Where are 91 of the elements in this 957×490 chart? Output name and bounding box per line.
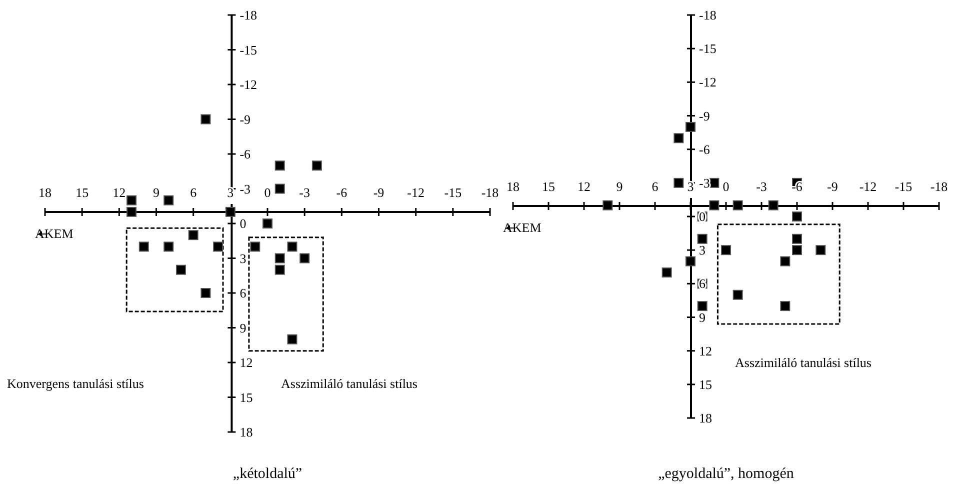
point (792, 245, 802, 256)
point (686, 122, 696, 132)
x-tick-label: 12 (112, 185, 126, 200)
point (126, 195, 137, 206)
point (274, 160, 285, 171)
x-tick-label: -18 (930, 179, 948, 194)
x-tick-label: 12 (578, 179, 590, 194)
annotation: Asszimiláló tanulási stílus (281, 376, 418, 391)
point (792, 234, 802, 244)
x-tick-label: 6 (652, 179, 659, 194)
y-tick-label: 3 (699, 242, 706, 258)
point (732, 200, 743, 210)
y-tick-label: 12 (699, 343, 712, 358)
x-tick-label: -15 (894, 179, 912, 194)
y-tick-label: -6 (699, 142, 710, 157)
point (176, 264, 186, 275)
y-tick-label: 0 (240, 216, 246, 231)
y-tick-label: -6 (240, 146, 252, 162)
point (768, 200, 778, 210)
point (126, 206, 137, 217)
y-tick-label: 15 (240, 390, 253, 405)
point (732, 290, 743, 300)
x-tick-label: 0 (264, 185, 271, 200)
x-tick-label: -12 (859, 179, 877, 194)
point (662, 267, 672, 278)
x-tick-label: -6 (336, 185, 348, 200)
point (250, 242, 260, 252)
y-tick-label: 18 (240, 424, 253, 440)
point (300, 253, 310, 264)
point (780, 301, 790, 312)
x-tick-label: -9 (827, 179, 838, 194)
point (780, 256, 790, 266)
point (274, 253, 285, 264)
y-tick-label: -9 (240, 112, 251, 127)
point (213, 242, 224, 252)
point (686, 256, 696, 266)
y-tick-label: -9 (699, 108, 710, 124)
y-tick-label: 6 (240, 286, 247, 300)
x-tick-label: 3 (687, 179, 694, 194)
x-tick-label: 15 (542, 179, 555, 194)
annotation: Konvergens tanulási stílus (7, 376, 144, 391)
point (188, 230, 198, 240)
point (225, 206, 236, 217)
y-tick-label: 9 (240, 320, 246, 336)
point (792, 212, 802, 222)
point (602, 200, 613, 210)
y-tick-label: 15 (699, 376, 712, 392)
point (262, 218, 272, 228)
x-tick-label: -3 (756, 179, 767, 194)
point (816, 245, 826, 256)
point (697, 234, 708, 244)
y-tick-label: 3 (240, 250, 246, 266)
point (274, 184, 285, 194)
annotation: Asszimiláló tanulási stílus (735, 355, 872, 370)
x-tick-label: 18 (506, 179, 520, 194)
y-tick-label: 18 (699, 410, 712, 426)
y-tick-label: -15 (240, 42, 258, 58)
point (697, 301, 708, 312)
point (287, 242, 298, 252)
point (200, 288, 211, 298)
text: „kétoldalú” (232, 466, 302, 482)
x-tick-label: -18 (481, 185, 499, 200)
y-tick-label: -12 (699, 74, 716, 90)
x-tick-label: 9 (153, 185, 160, 200)
point (274, 264, 285, 275)
x-tick-label: 0 (722, 179, 730, 194)
point (709, 200, 720, 210)
point (287, 334, 298, 344)
x-tick-label: -12 (407, 185, 425, 200)
point (674, 133, 684, 144)
x-tick-label: -9 (373, 185, 384, 200)
x-tick-label: 6 (190, 185, 198, 200)
x-tick-label: -15 (444, 185, 462, 200)
point (674, 178, 684, 188)
y-tick-label: -18 (240, 8, 258, 22)
point (164, 195, 174, 206)
y-tick-label: -12 (240, 77, 258, 92)
y-tick-label: 9 (699, 310, 706, 325)
point (164, 242, 174, 252)
x-tick-label: 18 (38, 185, 52, 200)
y-tick-label: -18 (699, 8, 716, 22)
point (138, 242, 149, 252)
x-tick-label: 15 (76, 185, 89, 200)
point (721, 245, 731, 256)
y-tick-label: 12 (240, 355, 253, 370)
x-tick-label: 9 (616, 179, 623, 194)
y-tick-label: -15 (699, 41, 716, 56)
x-tick-label: -3 (299, 185, 310, 200)
point (312, 160, 322, 171)
point (200, 114, 211, 124)
text: „egyoldalú”, homogén (658, 466, 794, 482)
